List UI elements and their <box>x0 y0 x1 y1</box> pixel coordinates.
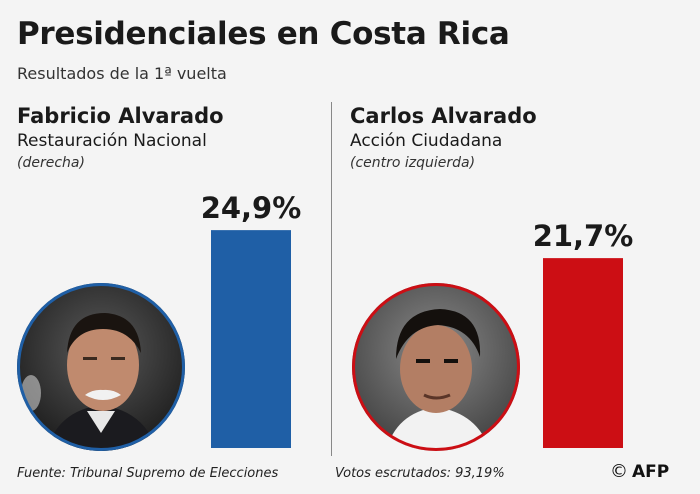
candidate-1-party: Restauración Nacional <box>17 131 207 151</box>
candidate-1-orientation: (derecha) <box>17 155 85 171</box>
copyright-symbol: © <box>610 461 628 482</box>
chart-title: Presidenciales en Costa Rica <box>17 16 510 52</box>
chart-subtitle: Resultados de la 1ª vuelta <box>17 64 227 83</box>
bar-2-value-label: 21,7% <box>533 219 634 253</box>
bar-1 <box>211 230 291 448</box>
divider <box>331 102 332 456</box>
candidate-2-name: Carlos Alvarado <box>350 104 537 128</box>
candidate-2-party: Acción Ciudadana <box>350 131 503 151</box>
votes-counted-note: Votos escrutados: 93,19% <box>335 466 505 481</box>
bar-1-value-label: 24,9% <box>201 191 302 225</box>
candidate-2-orientation: (centro izquierda) <box>350 155 476 171</box>
source-note: Fuente: Tribunal Supremo de Elecciones <box>17 466 279 481</box>
bar-2 <box>543 258 623 448</box>
afp-logo: © AFP <box>610 461 669 482</box>
candidate-2-portrait-ring <box>352 283 520 451</box>
candidate-1-name: Fabricio Alvarado <box>17 104 224 128</box>
candidate-1-portrait-ring <box>17 283 185 451</box>
agency-name: AFP <box>632 462 670 482</box>
